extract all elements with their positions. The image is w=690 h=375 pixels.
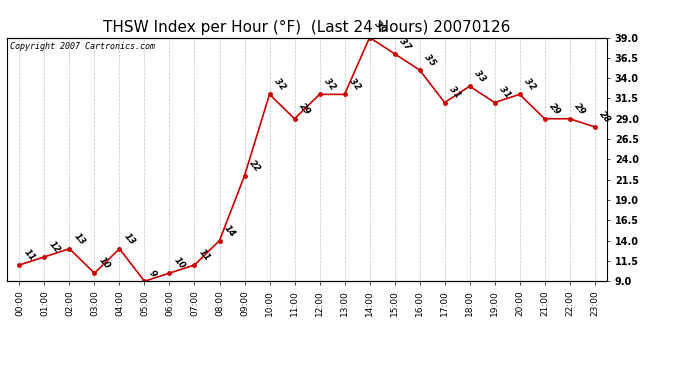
Text: 33: 33 <box>473 69 487 84</box>
Text: Copyright 2007 Cartronics.com: Copyright 2007 Cartronics.com <box>10 42 155 51</box>
Text: 37: 37 <box>397 36 413 52</box>
Text: 35: 35 <box>422 53 437 68</box>
Text: 13: 13 <box>122 231 137 247</box>
Text: 32: 32 <box>273 77 287 92</box>
Text: 12: 12 <box>47 239 62 255</box>
Text: 11: 11 <box>22 248 37 263</box>
Text: 32: 32 <box>522 77 538 92</box>
Text: 13: 13 <box>72 231 87 247</box>
Text: 32: 32 <box>322 77 337 92</box>
Text: 29: 29 <box>573 101 587 117</box>
Text: 22: 22 <box>247 158 262 174</box>
Text: 28: 28 <box>598 110 613 125</box>
Text: 39: 39 <box>373 20 387 35</box>
Text: 29: 29 <box>297 101 313 117</box>
Text: 10: 10 <box>172 256 187 271</box>
Text: 14: 14 <box>222 223 237 238</box>
Text: 11: 11 <box>197 248 213 263</box>
Text: 9: 9 <box>147 268 158 279</box>
Text: 31: 31 <box>447 85 462 100</box>
Text: 31: 31 <box>497 85 513 100</box>
Title: THSW Index per Hour (°F)  (Last 24 Hours) 20070126: THSW Index per Hour (°F) (Last 24 Hours)… <box>104 20 511 35</box>
Text: 10: 10 <box>97 256 112 271</box>
Text: 32: 32 <box>347 77 362 92</box>
Text: 29: 29 <box>547 101 562 117</box>
